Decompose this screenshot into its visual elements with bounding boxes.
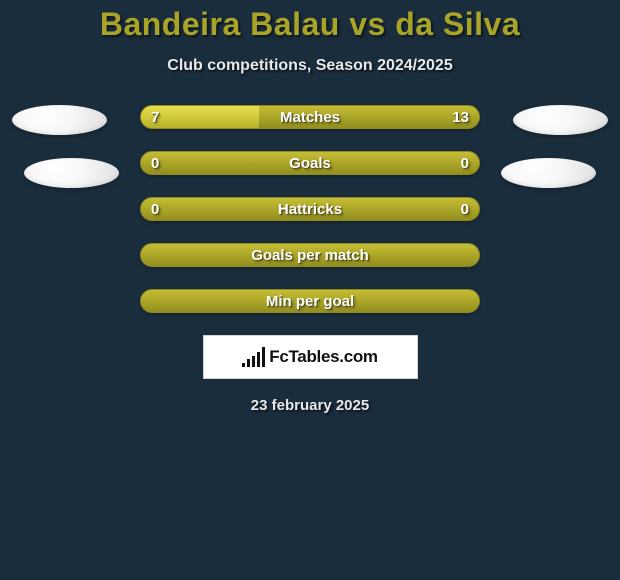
bar-chart-icon	[242, 347, 265, 367]
stat-bar-hattricks-label: Hattricks	[141, 198, 479, 220]
title-row: Bandeira Balau vs da Silva	[0, 0, 620, 43]
page-title: Bandeira Balau vs da Silva	[0, 6, 620, 43]
fctables-logo: FcTables.com	[203, 335, 418, 379]
player-right-photo-placeholder-1	[513, 105, 608, 135]
player-right-photo-placeholder-2	[501, 158, 596, 188]
stat-bar-matches-right-value: 13	[452, 106, 469, 128]
stat-bar-hattricks: 0 Hattricks 0	[140, 197, 480, 221]
bar-chart-icon-bar	[252, 356, 255, 367]
bar-chart-icon-bar	[262, 347, 265, 367]
comparison-infographic: Bandeira Balau vs da Silva Club competit…	[0, 0, 620, 580]
stat-bar-matches-label: Matches	[141, 106, 479, 128]
stat-bar-goals-per-match: Goals per match	[140, 243, 480, 267]
bars-area: 7 Matches 13 0 Goals 0 0 Hattricks 0 Goa…	[0, 105, 620, 313]
bar-chart-icon-bar	[257, 352, 260, 367]
page-subtitle: Club competitions, Season 2024/2025	[0, 57, 620, 75]
stat-bar-goals-per-match-label: Goals per match	[141, 244, 479, 266]
stat-bar-hattricks-right-value: 0	[461, 198, 469, 220]
subtitle-row: Club competitions, Season 2024/2025	[0, 57, 620, 75]
fctables-logo-text: FcTables.com	[269, 347, 378, 367]
stat-bar-min-per-goal-label: Min per goal	[141, 290, 479, 312]
bar-chart-icon-bar	[247, 359, 250, 367]
stat-bar-goals-right-value: 0	[461, 152, 469, 174]
snapshot-date: 23 february 2025	[0, 397, 620, 414]
player-left-photo-placeholder-1	[12, 105, 107, 135]
date-row: 23 february 2025	[0, 397, 620, 414]
player-left-photo-placeholder-2	[24, 158, 119, 188]
stat-bar-goals: 0 Goals 0	[140, 151, 480, 175]
bar-chart-icon-bar	[242, 363, 245, 367]
stat-bar-matches: 7 Matches 13	[140, 105, 480, 129]
stat-bar-goals-label: Goals	[141, 152, 479, 174]
stat-bar-min-per-goal: Min per goal	[140, 289, 480, 313]
